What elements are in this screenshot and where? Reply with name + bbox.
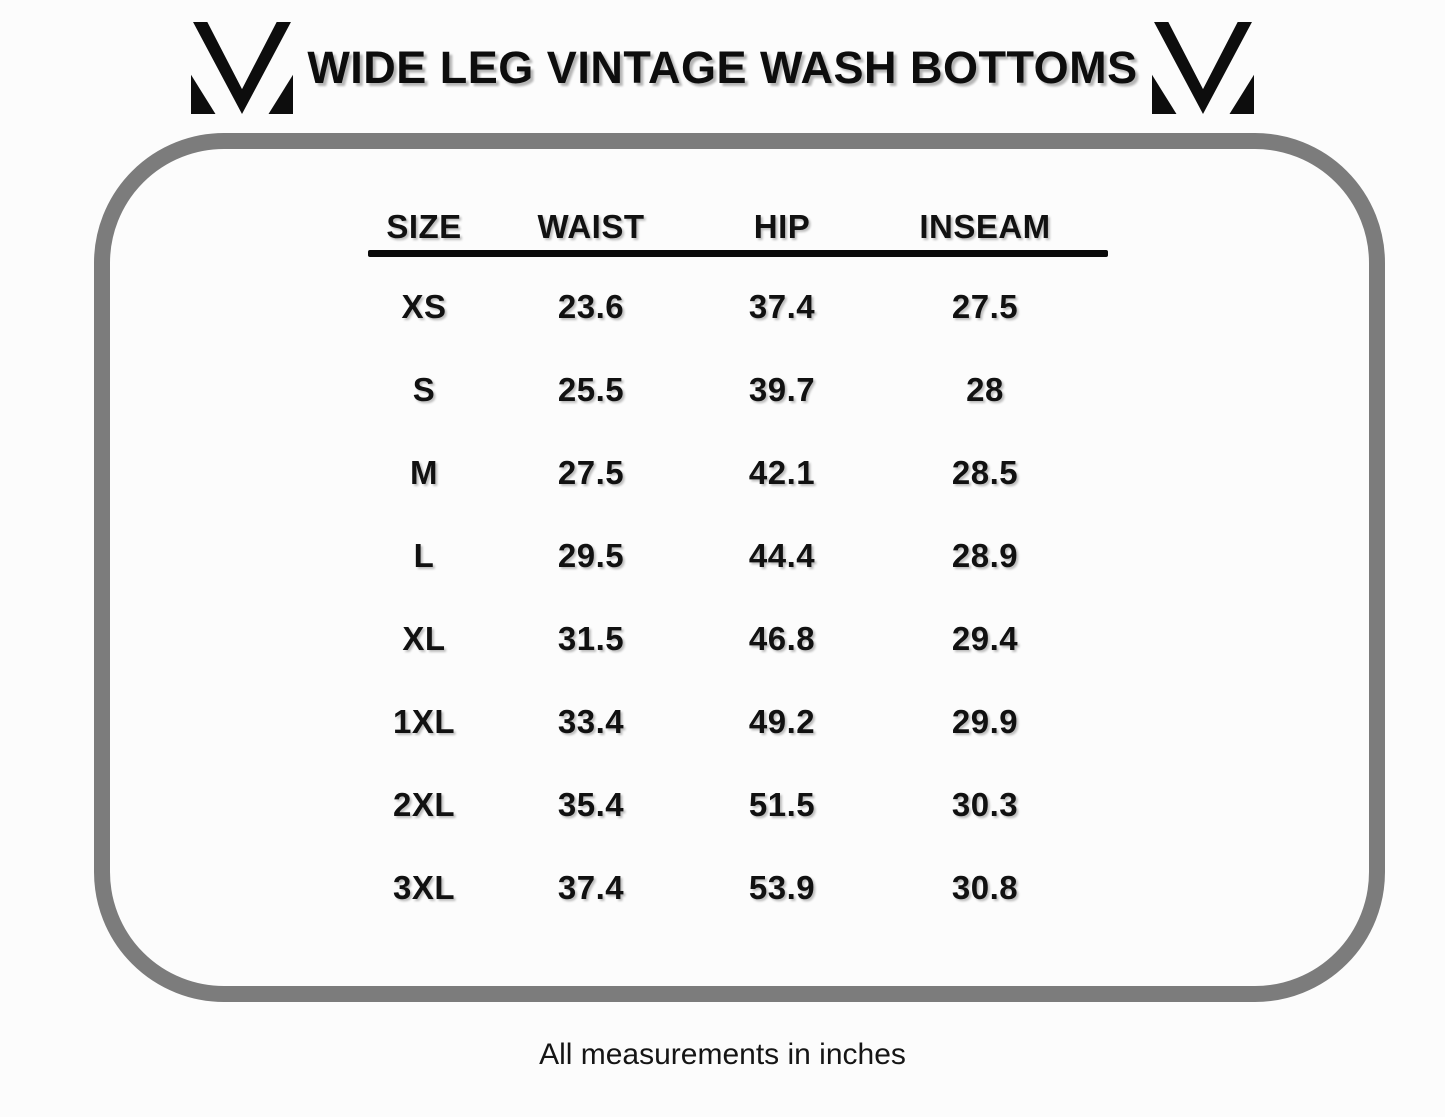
table-header-row: SIZE WAIST HIP INSEAM bbox=[368, 204, 1108, 250]
cell-inseam: 28 bbox=[966, 370, 1004, 408]
cell-hip: 51.5 bbox=[748, 785, 816, 823]
table-row-xl: XL 31.5 46.8 29.4 bbox=[368, 597, 1108, 680]
cell-inseam: 28.5 bbox=[951, 453, 1019, 491]
m-monogram-icon bbox=[191, 22, 294, 114]
measurement-note: All measurements in inches bbox=[539, 1038, 906, 1071]
cell-inseam: 30.8 bbox=[951, 868, 1019, 906]
table-row-3xl: 3XL 37.4 53.9 30.8 bbox=[368, 846, 1108, 929]
cell-hip: 42.1 bbox=[748, 453, 816, 491]
cell-size: XS bbox=[401, 287, 447, 325]
cell-hip: 44.4 bbox=[748, 536, 816, 574]
table-row-2xl: 2XL 35.4 51.5 30.3 bbox=[368, 763, 1108, 846]
cell-hip: 39.7 bbox=[748, 370, 816, 408]
cell-waist: 31.5 bbox=[557, 619, 625, 657]
cell-hip: 37.4 bbox=[748, 287, 816, 325]
cell-waist: 33.4 bbox=[557, 702, 625, 740]
m-monogram-icon bbox=[1151, 22, 1254, 114]
page-title: WIDE LEG VINTAGE WASH BOTTOMS bbox=[307, 42, 1138, 93]
cell-waist: 27.5 bbox=[557, 453, 625, 491]
table-row-1xl: 1XL 33.4 49.2 29.9 bbox=[368, 680, 1108, 763]
cell-waist: 25.5 bbox=[557, 370, 625, 408]
cell-size: S bbox=[412, 370, 436, 408]
cell-hip: 46.8 bbox=[748, 619, 816, 657]
cell-hip: 53.9 bbox=[748, 868, 816, 906]
size-chart-table: SIZE WAIST HIP INSEAM XS 23.6 37.4 27.5 … bbox=[368, 204, 1108, 929]
column-header-inseam: INSEAM bbox=[919, 208, 1051, 245]
cell-size: L bbox=[413, 536, 435, 574]
cell-waist: 23.6 bbox=[557, 287, 625, 325]
cell-size: XL bbox=[402, 619, 446, 657]
cell-size: M bbox=[410, 453, 438, 491]
header: WIDE LEG VINTAGE WASH BOTTOMS bbox=[0, 22, 1445, 114]
cell-waist: 29.5 bbox=[557, 536, 625, 574]
table-row-xs: XS 23.6 37.4 27.5 bbox=[368, 265, 1108, 348]
cell-inseam: 29.4 bbox=[951, 619, 1019, 657]
table-row-s: S 25.5 39.7 28 bbox=[368, 348, 1108, 431]
table-row-m: M 27.5 42.1 28.5 bbox=[368, 431, 1108, 514]
cell-inseam: 28.9 bbox=[951, 536, 1019, 574]
column-header-waist: WAIST bbox=[537, 208, 645, 245]
cell-inseam: 29.9 bbox=[951, 702, 1019, 740]
column-header-hip: HIP bbox=[753, 208, 811, 245]
cell-waist: 35.4 bbox=[557, 785, 625, 823]
cell-inseam: 30.3 bbox=[951, 785, 1019, 823]
cell-hip: 49.2 bbox=[748, 702, 816, 740]
header-divider bbox=[368, 250, 1108, 257]
cell-waist: 37.4 bbox=[557, 868, 625, 906]
cell-size: 2XL bbox=[392, 785, 456, 823]
table-row-l: L 29.5 44.4 28.9 bbox=[368, 514, 1108, 597]
table-body: XS 23.6 37.4 27.5 S 25.5 39.7 28 M 27.5 … bbox=[368, 265, 1108, 929]
cell-size: 1XL bbox=[392, 702, 456, 740]
cell-inseam: 27.5 bbox=[951, 287, 1019, 325]
cell-size: 3XL bbox=[392, 868, 456, 906]
size-chart-panel: SIZE WAIST HIP INSEAM XS 23.6 37.4 27.5 … bbox=[94, 133, 1385, 1002]
column-header-size: SIZE bbox=[386, 208, 462, 245]
